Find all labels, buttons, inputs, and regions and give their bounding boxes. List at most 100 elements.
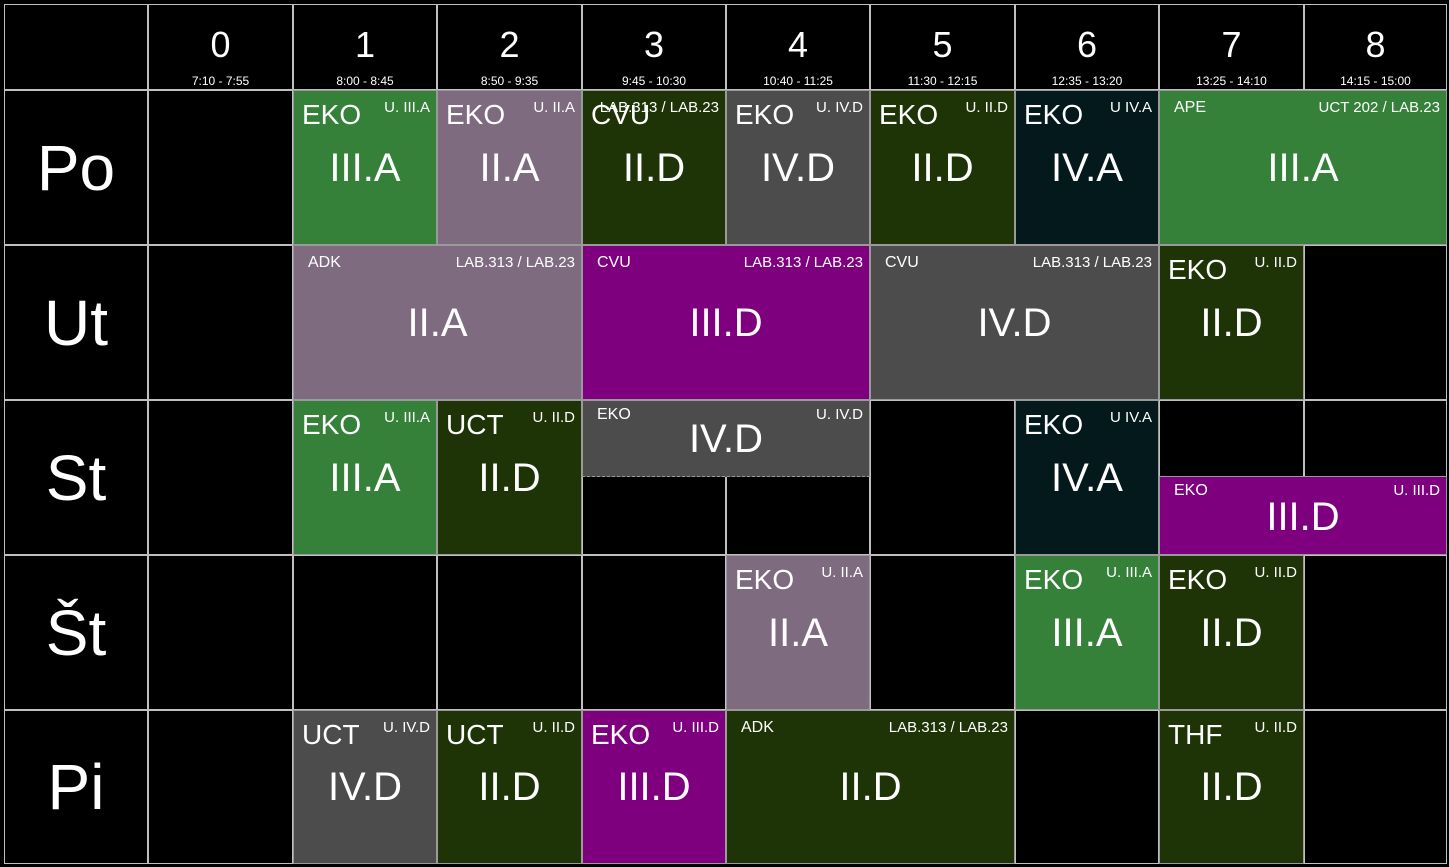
period-header-6: 6 12:35 - 13:20	[1015, 4, 1159, 90]
day-label-2: St	[4, 400, 148, 555]
lesson-room: LAB.313 / LAB.23	[888, 719, 1008, 736]
lesson-room: U. III.D	[1393, 482, 1440, 499]
lesson-room: LAB.313 / LAB.23	[743, 254, 863, 271]
period-header-4: 4 10:40 - 11:25	[726, 4, 870, 90]
empty-slot[interactable]	[1304, 555, 1447, 710]
empty-slot[interactable]	[293, 555, 437, 710]
lesson-block[interactable]: EKO U. II.D II.D	[1159, 555, 1304, 710]
lesson-block[interactable]: CVU LAB.313 / LAB.23 IV.D	[870, 245, 1159, 400]
empty-slot[interactable]	[1304, 710, 1447, 864]
lesson-class: IV.D	[977, 300, 1052, 345]
period-time: 13:25 - 14:10	[1196, 74, 1267, 88]
lesson-class: IV.D	[760, 145, 836, 190]
lesson-subject: EKO	[446, 99, 506, 130]
empty-slot[interactable]	[870, 400, 1015, 555]
period-time: 8:00 - 8:45	[336, 74, 394, 88]
lesson-block[interactable]: EKO U. III.D III.D	[1159, 476, 1447, 555]
empty-slot[interactable]	[148, 555, 293, 710]
lesson-subject: EKO	[302, 409, 362, 440]
lesson-block[interactable]: ADK LAB.313 / LAB.23 II.A	[293, 245, 582, 400]
lesson-block[interactable]: EKO U. III.A III.A	[293, 400, 437, 555]
lesson-subject: EKO	[1168, 254, 1228, 285]
period-header-8: 8 14:15 - 15:00	[1304, 4, 1447, 90]
lesson-class: II.D	[1200, 300, 1263, 345]
empty-slot[interactable]	[148, 400, 293, 555]
lesson-subject: CVU	[885, 254, 919, 271]
lesson-room: U. III.A	[384, 409, 430, 426]
lesson-room: U. III.A	[1106, 564, 1152, 581]
lesson-subject: CVU	[591, 99, 651, 130]
lesson-block[interactable]: ADK LAB.313 / LAB.23 II.D	[726, 710, 1015, 864]
lesson-block[interactable]: EKO U. II.A II.A	[726, 555, 870, 710]
lesson-class: III.D	[1266, 495, 1340, 539]
lesson-block[interactable]: CVU LAB.313 / LAB.23 II.D	[582, 90, 726, 245]
lesson-block[interactable]: APE UCT 202 / LAB.23 III.A	[1159, 90, 1447, 245]
lesson-class: III.D	[617, 765, 691, 809]
period-header-7: 7 13:25 - 14:10	[1159, 4, 1304, 90]
lesson-block[interactable]: EKO U IV.A IV.A	[1015, 90, 1159, 245]
lesson-subject: EKO	[302, 99, 362, 130]
lesson-subject: CVU	[597, 254, 631, 271]
lesson-subject: ADK	[741, 719, 774, 736]
period-header-3: 3 9:45 - 10:30	[582, 4, 726, 90]
lesson-block[interactable]: EKO U. II.D II.D	[1159, 245, 1304, 400]
period-time: 11:30 - 12:15	[907, 74, 978, 88]
empty-slot[interactable]	[870, 555, 1015, 710]
empty-slot[interactable]	[148, 90, 293, 245]
day-label-text: St	[45, 441, 107, 514]
empty-slot[interactable]	[437, 555, 582, 710]
lesson-class: III.A	[1051, 610, 1123, 655]
lesson-class: II.D	[622, 145, 686, 190]
lesson-block[interactable]: EKO U. III.D III.D	[582, 710, 726, 864]
lesson-room: U. II.A	[533, 99, 575, 116]
lesson-subject: THF	[1168, 719, 1223, 750]
lesson-block[interactable]: EKO U IV.A IV.A	[1015, 400, 1159, 555]
empty-slot[interactable]	[148, 710, 293, 864]
lesson-class: IV.A	[1051, 455, 1123, 500]
empty-slot[interactable]	[582, 555, 726, 710]
lesson-room: U. II.D	[1254, 254, 1297, 271]
lesson-class: II.D	[478, 455, 541, 500]
period-time: 7:10 - 7:55	[191, 74, 250, 88]
lesson-block[interactable]: EKO U. IV.D IV.D	[726, 90, 870, 245]
lesson-room: U. II.D	[1254, 719, 1297, 736]
lesson-block[interactable]: EKO U. IV.D IV.D	[582, 400, 870, 477]
period-number: 8	[1365, 24, 1386, 65]
lesson-block[interactable]: UCT U. IV.D IV.D	[293, 710, 437, 864]
empty-slot[interactable]	[148, 245, 293, 400]
period-number: 2	[499, 24, 520, 65]
lesson-block[interactable]: EKO U. III.A III.A	[1015, 555, 1159, 710]
lesson-block[interactable]: EKO U. II.A II.A	[437, 90, 582, 245]
lesson-block[interactable]: UCT U. II.D II.D	[437, 710, 582, 864]
lesson-class: II.A	[407, 300, 468, 345]
lesson-block[interactable]: THF U. II.D II.D	[1159, 710, 1304, 864]
lesson-room: U. II.A	[821, 564, 863, 581]
lesson-block[interactable]: CVU LAB.313 / LAB.23 III.D	[582, 245, 870, 400]
lesson-class: II.A	[767, 610, 829, 655]
lesson-subject: EKO	[1024, 409, 1084, 440]
lesson-room: LAB.313 / LAB.23	[1032, 254, 1152, 271]
lesson-subject: UCT	[302, 719, 360, 750]
lesson-class: III.D	[689, 300, 763, 345]
lesson-subject: EKO	[1024, 564, 1084, 595]
period-header-2: 2 8:50 - 9:35	[437, 4, 582, 90]
lesson-room: U. II.D	[532, 719, 575, 736]
lesson-class: II.A	[479, 145, 540, 190]
lesson-block[interactable]: EKO U. II.D II.D	[870, 90, 1015, 245]
empty-slot[interactable]	[1304, 245, 1447, 400]
lesson-class: III.A	[329, 145, 401, 190]
period-number: 7	[1221, 24, 1242, 65]
day-label-text: Pi	[47, 751, 105, 823]
lesson-room: U. III.D	[672, 719, 719, 736]
lesson-block[interactable]: EKO U. III.A III.A	[293, 90, 437, 245]
lesson-subject: UCT	[446, 719, 504, 750]
lesson-room: U. III.A	[384, 99, 430, 116]
lesson-subject: UCT	[446, 409, 504, 440]
lesson-room: U. II.D	[532, 409, 575, 426]
period-time: 12:35 - 13:20	[1051, 74, 1123, 88]
lesson-block[interactable]: UCT U. II.D II.D	[437, 400, 582, 555]
lesson-room: U IV.A	[1110, 409, 1152, 426]
empty-slot[interactable]	[1015, 710, 1159, 864]
lesson-class: IV.D	[688, 417, 764, 461]
lesson-class: III.A	[329, 455, 401, 500]
